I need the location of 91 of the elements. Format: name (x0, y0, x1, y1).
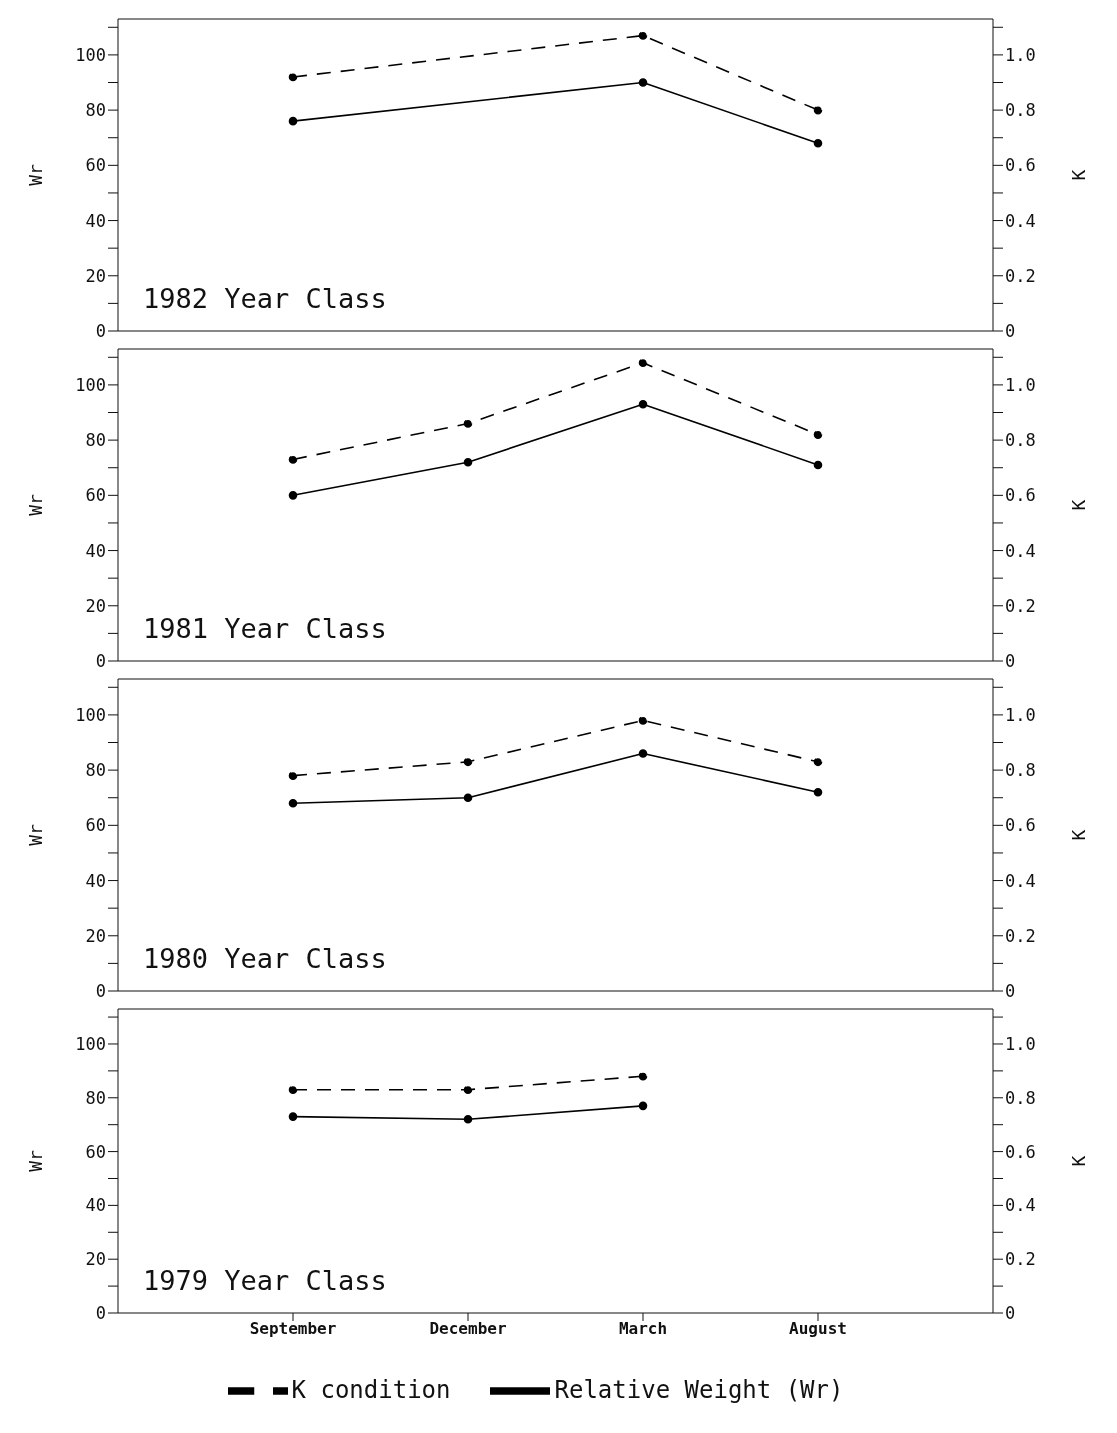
point (638, 399, 648, 409)
y-tick-label: 0 (95, 651, 106, 672)
y-axis-title: Wr (25, 824, 47, 846)
point (813, 787, 823, 797)
y2-tick-label: 0 (1005, 321, 1016, 342)
y-axis-title: Wr (25, 494, 47, 516)
y-tick-label: 100 (75, 374, 106, 395)
y2-tick-label: 0.4 (1005, 540, 1036, 561)
y-tick-label: 80 (85, 1087, 106, 1108)
y2-tick-label: 0.8 (1005, 1087, 1036, 1108)
point (813, 430, 823, 439)
y2-tick-label: 0 (1005, 981, 1016, 1002)
point (638, 31, 648, 40)
y2-tick-label: 0.6 (1005, 485, 1036, 506)
point (463, 457, 473, 467)
y2-tick-label: 1.0 (1005, 704, 1036, 725)
y-tick-label: 0 (95, 981, 106, 1002)
y-tick-label: 100 (75, 704, 106, 725)
y2-axis-title: K (1068, 829, 1090, 841)
y-axis-title: Wr (25, 1150, 47, 1172)
y2-tick-label: 0 (1005, 1303, 1016, 1324)
point (288, 491, 298, 500)
y-tick-label: 20 (85, 595, 106, 616)
point (288, 72, 298, 82)
point (463, 1115, 473, 1124)
y-tick-label: 60 (85, 485, 106, 506)
y2-tick-label: 0.6 (1005, 155, 1036, 176)
y2-axis-title: K (1068, 499, 1090, 511)
annotation: 1982 Year Class (143, 283, 387, 314)
y-tick-label: 20 (85, 1249, 106, 1270)
y2-axis-title: K (1068, 1155, 1090, 1167)
point (638, 78, 648, 87)
y-tick-label: 40 (85, 210, 106, 231)
y2-tick-label: 0 (1005, 651, 1016, 672)
x-tick-label: December (429, 1319, 507, 1339)
y-tick-label: 100 (75, 44, 106, 65)
y-tick-label: 40 (85, 540, 106, 561)
legend-label: K condition (291, 1376, 451, 1404)
y2-tick-label: 0.8 (1005, 430, 1036, 451)
y-tick-label: 80 (85, 760, 106, 781)
y-tick-label: 0 (95, 321, 106, 342)
legend-label: Relative Weight (Wr) (554, 1376, 844, 1404)
y2-tick-label: 1.0 (1005, 1034, 1036, 1055)
y2-tick-label: 0.2 (1005, 595, 1036, 616)
y-tick-label: 20 (85, 925, 106, 946)
point (638, 749, 648, 758)
y-tick-label: 40 (85, 870, 106, 891)
point (463, 757, 473, 767)
annotation: 1980 Year Class (143, 943, 387, 974)
x-tick-label: August (789, 1319, 847, 1339)
y2-tick-label: 0.4 (1005, 210, 1036, 231)
point (813, 105, 823, 115)
point (813, 460, 823, 470)
y2-tick-label: 0.6 (1005, 815, 1036, 836)
y-tick-label: 100 (75, 1034, 106, 1055)
y2-axis-title: K (1068, 169, 1090, 181)
point (288, 771, 298, 780)
y-tick-label: 60 (85, 815, 106, 836)
point (288, 455, 298, 464)
x-tick-label: March (618, 1319, 668, 1339)
x-tick-label: September (249, 1319, 337, 1339)
point (288, 116, 298, 126)
annotation: 1981 Year Class (143, 613, 387, 644)
y-tick-label: 20 (85, 265, 106, 286)
y2-tick-label: 0.8 (1005, 100, 1036, 121)
y2-tick-label: 0.2 (1005, 265, 1036, 286)
y2-tick-label: 0.2 (1005, 1249, 1036, 1270)
y-tick-label: 80 (85, 430, 106, 451)
y2-tick-label: 0.6 (1005, 1141, 1036, 1162)
y2-tick-label: 1.0 (1005, 374, 1036, 395)
y-tick-label: 60 (85, 1141, 106, 1162)
point (463, 419, 473, 428)
y2-tick-label: 0.2 (1005, 925, 1036, 946)
annotation: 1979 Year Class (143, 1265, 387, 1296)
point (638, 358, 648, 368)
y-tick-label: 60 (85, 155, 106, 176)
y-tick-label: 80 (85, 100, 106, 121)
y-tick-label: 0 (95, 1303, 106, 1324)
point (288, 798, 298, 808)
y2-tick-label: 0.4 (1005, 1195, 1036, 1216)
point (638, 716, 648, 725)
y2-tick-label: 0.4 (1005, 870, 1036, 891)
y-axis-title: Wr (25, 164, 47, 186)
point (288, 1112, 298, 1121)
y-tick-label: 40 (85, 1195, 106, 1216)
point (463, 793, 473, 803)
point (813, 138, 823, 148)
y2-tick-label: 1.0 (1005, 44, 1036, 65)
point (813, 757, 823, 767)
point (638, 1101, 648, 1111)
y2-tick-label: 0.8 (1005, 760, 1036, 781)
